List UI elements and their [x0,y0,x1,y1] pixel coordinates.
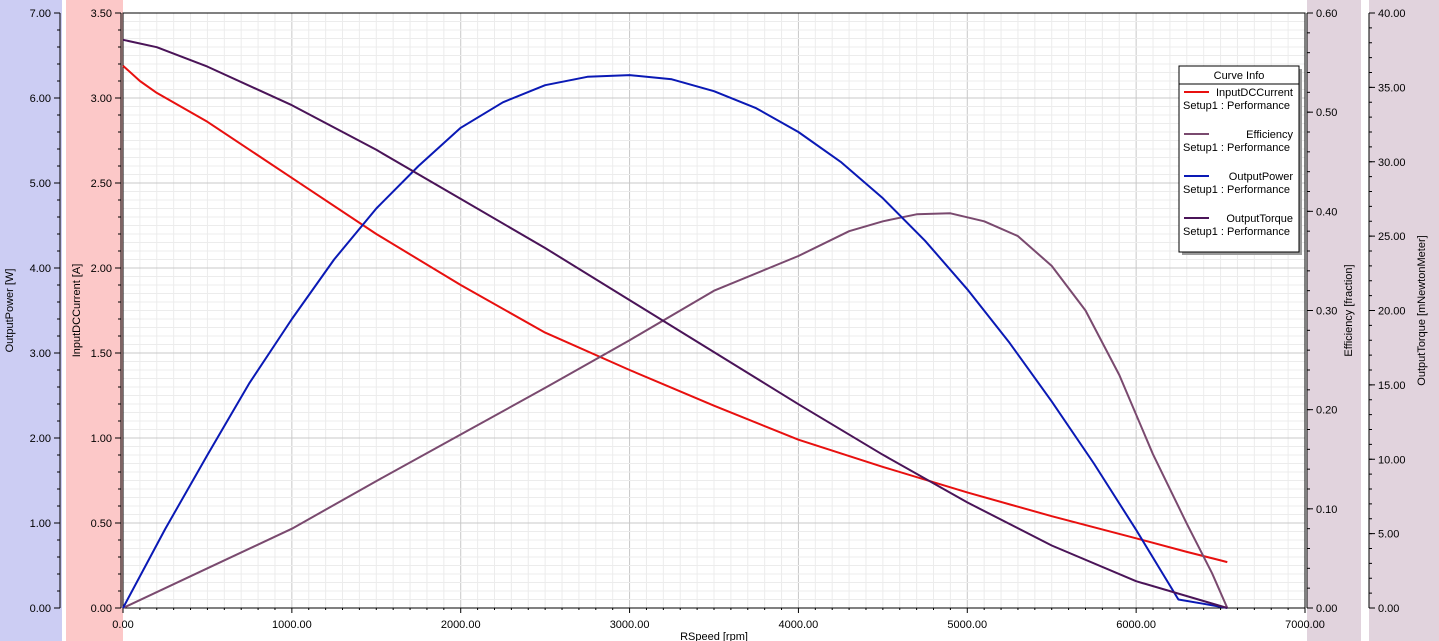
x-axis-label: RSpeed [rpm] [680,631,748,641]
series-line-OutputTorque [122,38,1228,609]
axis-band-current [66,0,123,641]
y-tick-label-eff: 0.30 [1316,306,1337,318]
y-tick-label-power: 4.00 [30,263,51,275]
legend-entry-name: OutputPower [1229,171,1294,183]
axis-band-power [0,0,62,641]
series-line-InputDCCurrent [122,64,1228,564]
y-tick-label-current: 1.50 [91,348,112,360]
y-tick-label-power: 0.00 [30,603,51,615]
legend-entry-sub: Setup1 : Performance [1183,100,1290,112]
legend-entry-name: OutputTorque [1226,213,1293,225]
y-tick-label-power: 5.00 [30,178,51,190]
y-tick-label-torque: 20.00 [1378,306,1406,318]
axis-band-eff [1307,0,1361,641]
x-tick-label: 1000.00 [272,619,312,631]
y-tick-label-eff: 0.00 [1316,603,1337,615]
legend-entry-sub: Setup1 : Performance [1183,226,1290,238]
legend-entry-sub: Setup1 : Performance [1183,184,1290,196]
x-tick-label: 7000.00 [1285,619,1325,631]
legend-entry-name: Efficiency [1246,129,1293,141]
y-tick-label-eff: 0.20 [1316,405,1337,417]
legend-box [1178,65,1300,253]
series-line-OutputPower [122,74,1228,609]
y-tick-label-torque: 0.00 [1378,603,1399,615]
legend-entry-name: InputDCCurrent [1216,87,1293,99]
series-line-Efficiency [122,212,1229,609]
y-tick-label-power: 6.00 [30,93,51,105]
y-tick-label-current: 0.50 [91,518,112,530]
y-tick-label-torque: 10.00 [1378,454,1406,466]
y-tick-label-torque: 15.00 [1378,380,1406,392]
y-tick-label-torque: 25.00 [1378,231,1406,243]
y-axis-label-torque: OutputTorque [mNewtonMeter] [1416,235,1428,385]
legend-entry-sub: Setup1 : Performance [1183,142,1290,154]
y-tick-label-torque: 30.00 [1378,157,1406,169]
y-tick-label-power: 2.00 [30,433,51,445]
x-tick-label: 0.00 [112,619,133,631]
y-tick-label-eff: 0.10 [1316,504,1337,516]
y-tick-label-eff: 0.40 [1316,206,1337,218]
y-axis-label-eff: Efficiency [fraction] [1343,264,1355,356]
x-tick-label: 6000.00 [1116,619,1156,631]
x-tick-label: 2000.00 [441,619,481,631]
y-tick-label-current: 0.00 [91,603,112,615]
y-tick-label-torque: 40.00 [1378,8,1406,20]
y-tick-label-current: 2.00 [91,263,112,275]
x-tick-label: 3000.00 [610,619,650,631]
y-tick-label-current: 3.00 [91,93,112,105]
y-tick-label-current: 1.00 [91,433,112,445]
x-tick-label: 4000.00 [779,619,819,631]
y-tick-label-current: 2.50 [91,178,112,190]
y-tick-label-torque: 5.00 [1378,529,1399,541]
y-axis-label-current: InputDCCurrent [A] [71,264,83,358]
axis-band-torque [1369,0,1439,641]
x-tick-label: 5000.00 [947,619,987,631]
y-tick-label-power: 7.00 [30,8,51,20]
legend-title: Curve Info [1214,70,1265,82]
y-tick-label-torque: 35.00 [1378,82,1406,94]
y-tick-label-eff: 0.50 [1316,107,1337,119]
y-tick-label-current: 3.50 [91,8,112,20]
y-axis-label-power: OutputPower [W] [4,269,16,353]
y-tick-label-power: 3.00 [30,348,51,360]
y-tick-label-eff: 0.60 [1316,8,1337,20]
y-tick-label-power: 1.00 [30,518,51,530]
